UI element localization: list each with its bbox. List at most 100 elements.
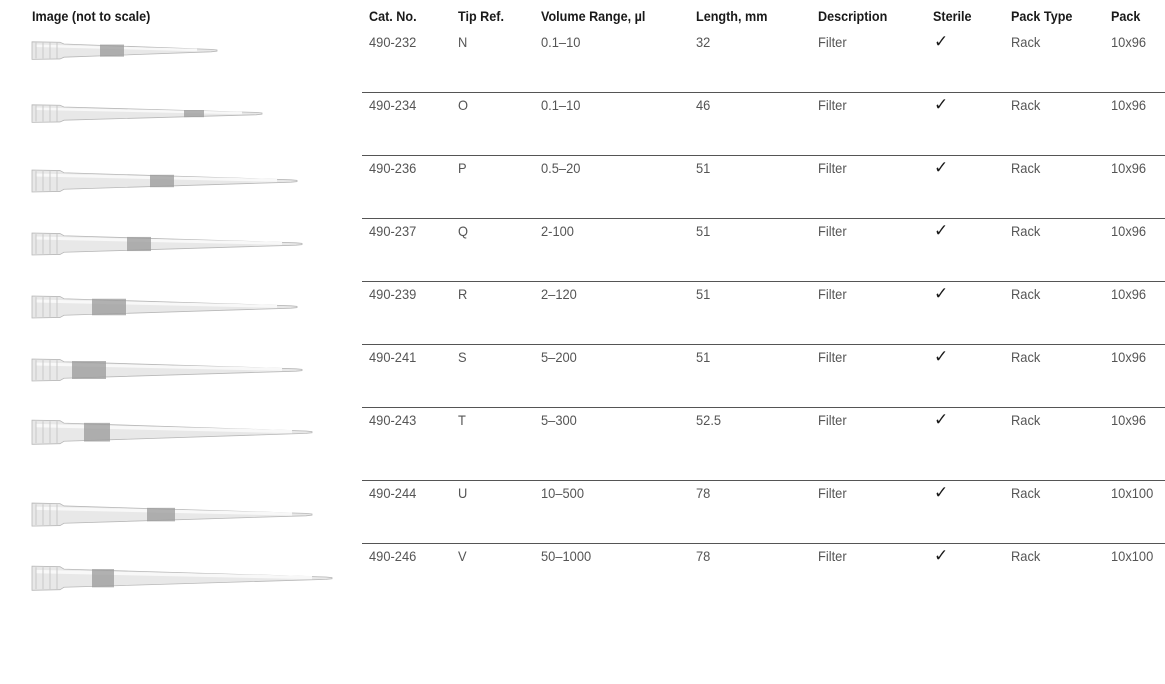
cat-no-cell: 490-246: [369, 548, 417, 564]
tip-ref-cell: V: [458, 548, 467, 564]
sterile-check-icon: ✓: [934, 347, 949, 366]
length-cell: 51: [696, 349, 711, 365]
table-row: 490-244 U 10–500 78 Filter ✓ Rack 10x100: [0, 480, 1165, 540]
tip-ref-cell: R: [458, 286, 468, 302]
header-image: Image (not to scale): [32, 8, 151, 24]
row-divider: [362, 344, 1165, 345]
pipette-tip-icon: [0, 92, 360, 152]
sterile-check-icon: ✓: [934, 221, 949, 240]
header-volume-range: Volume Range, µl: [541, 8, 646, 24]
pack-type-cell: Rack: [1011, 412, 1041, 428]
volume-range-cell: 5–300: [541, 412, 577, 428]
table-row: 490-237 Q 2-100 51 Filter ✓ Rack 10x96: [0, 218, 1165, 278]
length-cell: 78: [696, 485, 711, 501]
pack-cell: 10x96: [1111, 97, 1147, 113]
table-row: 490-243 T 5–300 52.5 Filter ✓ Rack 10x96: [0, 407, 1165, 467]
header-pack: Pack: [1111, 8, 1141, 24]
pipette-tip-icon: [0, 344, 360, 404]
description-cell: Filter: [818, 223, 847, 239]
tip-ref-cell: P: [458, 160, 467, 176]
pipette-tip-icon: [0, 543, 360, 603]
sterile-check-icon: ✓: [934, 483, 949, 502]
cat-no-cell: 490-241: [369, 349, 417, 365]
pack-cell: 10x96: [1111, 412, 1147, 428]
pipette-tip-icon: [0, 218, 360, 278]
description-cell: Filter: [818, 286, 847, 302]
tip-ref-cell: N: [458, 34, 468, 50]
pack-type-cell: Rack: [1011, 485, 1041, 501]
table-row: 490-239 R 2–120 51 Filter ✓ Rack 10x96: [0, 281, 1165, 341]
pipette-tip-icon: [0, 155, 360, 215]
description-cell: Filter: [818, 349, 847, 365]
sterile-check-icon: ✓: [934, 95, 949, 114]
pack-type-cell: Rack: [1011, 223, 1041, 239]
tip-ref-cell: S: [458, 349, 467, 365]
volume-range-cell: 10–500: [541, 485, 584, 501]
pipette-tip-icon: [0, 480, 360, 540]
pack-cell: 10x96: [1111, 286, 1147, 302]
volume-range-cell: 0.1–10: [541, 97, 581, 113]
pipette-tip-icon: [0, 29, 360, 89]
pack-type-cell: Rack: [1011, 548, 1041, 564]
cat-no-cell: 490-243: [369, 412, 417, 428]
volume-range-cell: 5–200: [541, 349, 577, 365]
sterile-check-icon: ✓: [934, 284, 949, 303]
cat-no-cell: 490-244: [369, 485, 417, 501]
length-cell: 51: [696, 286, 711, 302]
pack-type-cell: Rack: [1011, 34, 1041, 50]
description-cell: Filter: [818, 160, 847, 176]
row-divider: [362, 407, 1165, 408]
description-cell: Filter: [818, 97, 847, 113]
cat-no-cell: 490-236: [369, 160, 417, 176]
table-row: 490-236 P 0.5–20 51 Filter ✓ Rack 10x96: [0, 155, 1165, 215]
description-cell: Filter: [818, 485, 847, 501]
tip-ref-cell: T: [458, 412, 466, 428]
header-length: Length, mm: [696, 8, 768, 24]
cat-no-cell: 490-237: [369, 223, 417, 239]
volume-range-cell: 0.1–10: [541, 34, 581, 50]
pack-cell: 10x100: [1111, 548, 1154, 564]
row-divider: [362, 543, 1165, 544]
pack-cell: 10x96: [1111, 34, 1147, 50]
length-cell: 78: [696, 548, 711, 564]
volume-range-cell: 2–120: [541, 286, 577, 302]
length-cell: 32: [696, 34, 711, 50]
header-sterile: Sterile: [933, 8, 972, 24]
sterile-check-icon: ✓: [934, 32, 949, 51]
pack-type-cell: Rack: [1011, 349, 1041, 365]
pack-cell: 10x100: [1111, 485, 1154, 501]
table-row: 490-232 N 0.1–10 32 Filter ✓ Rack 10x96: [0, 29, 1165, 89]
volume-range-cell: 2-100: [541, 223, 574, 239]
pack-cell: 10x96: [1111, 349, 1147, 365]
tip-ref-cell: U: [458, 485, 468, 501]
table-row: 490-246 V 50–1000 78 Filter ✓ Rack 10x100: [0, 543, 1165, 603]
tip-ref-cell: Q: [458, 223, 469, 239]
pipette-tip-icon: [0, 281, 360, 341]
pack-cell: 10x96: [1111, 160, 1147, 176]
volume-range-cell: 0.5–20: [541, 160, 581, 176]
tip-ref-cell: O: [458, 97, 469, 113]
row-divider: [362, 92, 1165, 93]
length-cell: 52.5: [696, 412, 722, 428]
cat-no-cell: 490-239: [369, 286, 417, 302]
table-row: 490-234 O 0.1–10 46 Filter ✓ Rack 10x96: [0, 92, 1165, 152]
description-cell: Filter: [818, 34, 847, 50]
sterile-check-icon: ✓: [934, 410, 949, 429]
length-cell: 51: [696, 223, 711, 239]
pack-type-cell: Rack: [1011, 97, 1041, 113]
cat-no-cell: 490-232: [369, 34, 417, 50]
header-tip-ref: Tip Ref.: [458, 8, 504, 24]
length-cell: 46: [696, 97, 711, 113]
row-divider: [362, 218, 1165, 219]
table-header: Image (not to scale) Cat. No. Tip Ref. V…: [0, 0, 1165, 26]
header-description: Description: [818, 8, 888, 24]
table-row: 490-241 S 5–200 51 Filter ✓ Rack 10x96: [0, 344, 1165, 404]
length-cell: 51: [696, 160, 711, 176]
sterile-check-icon: ✓: [934, 158, 949, 177]
pipette-tip-icon: [0, 407, 360, 467]
volume-range-cell: 50–1000: [541, 548, 592, 564]
pack-type-cell: Rack: [1011, 160, 1041, 176]
header-pack-type: Pack Type: [1011, 8, 1073, 24]
header-cat-no: Cat. No.: [369, 8, 417, 24]
sterile-check-icon: ✓: [934, 546, 949, 565]
